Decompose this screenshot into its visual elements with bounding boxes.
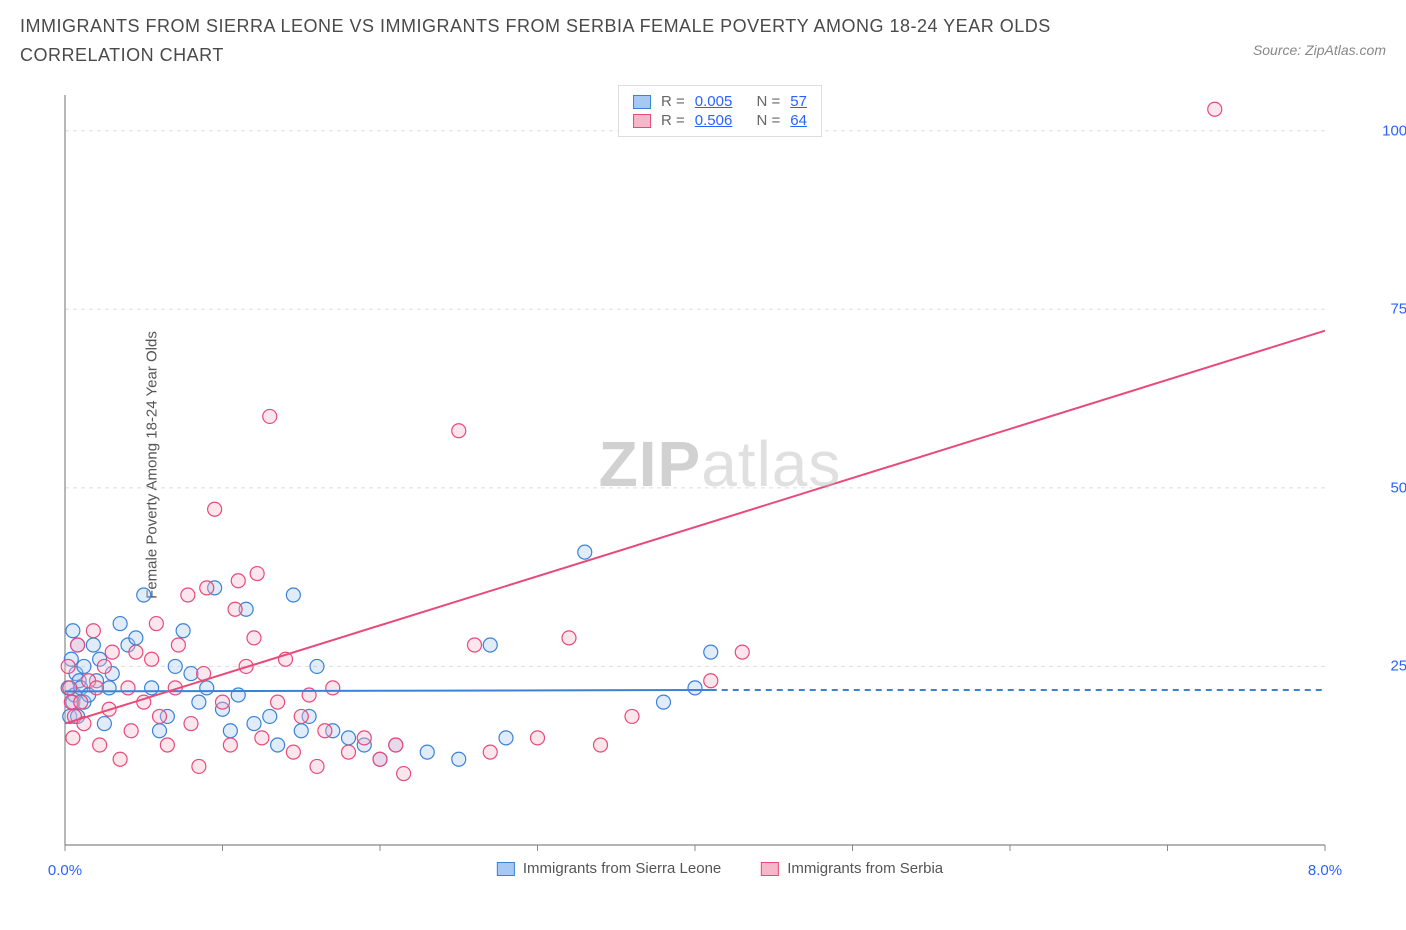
y-tick-label: 100.0%	[1382, 122, 1406, 139]
y-tick-label: 25.0%	[1390, 658, 1406, 675]
swatch-icon	[761, 862, 779, 876]
y-tick-label: 75.0%	[1390, 301, 1406, 318]
n-label: N =	[757, 112, 781, 129]
n-value[interactable]: 64	[790, 112, 807, 129]
r-label: R =	[661, 112, 685, 129]
scatter-plot-svg	[55, 85, 1385, 875]
source-attribution: Source: ZipAtlas.com	[1253, 42, 1386, 58]
legend-label: Immigrants from Sierra Leone	[523, 860, 721, 877]
r-value[interactable]: 0.506	[695, 112, 733, 129]
x-tick-label: 0.0%	[48, 862, 82, 879]
legend-row-sierra-leone: R = 0.005 N = 57	[633, 92, 807, 111]
correlation-legend: R = 0.005 N = 57 R = 0.506 N = 64	[618, 85, 822, 137]
x-tick-label: 8.0%	[1308, 862, 1342, 879]
swatch-icon	[633, 114, 651, 128]
n-label: N =	[757, 93, 781, 110]
legend-item-sierra-leone: Immigrants from Sierra Leone	[497, 860, 721, 877]
legend-row-serbia: R = 0.506 N = 64	[633, 111, 807, 130]
swatch-icon	[497, 862, 515, 876]
y-tick-label: 50.0%	[1390, 479, 1406, 496]
r-value[interactable]: 0.005	[695, 93, 733, 110]
chart-title: IMMIGRANTS FROM SIERRA LEONE VS IMMIGRAN…	[20, 12, 1120, 70]
swatch-icon	[633, 95, 651, 109]
chart-area: ZIPatlas R = 0.005 N = 57 R = 0.506 N = …	[55, 85, 1385, 875]
series-legend: Immigrants from Sierra Leone Immigrants …	[497, 860, 943, 877]
legend-label: Immigrants from Serbia	[787, 860, 943, 877]
n-value[interactable]: 57	[790, 93, 807, 110]
r-label: R =	[661, 93, 685, 110]
legend-item-serbia: Immigrants from Serbia	[761, 860, 943, 877]
